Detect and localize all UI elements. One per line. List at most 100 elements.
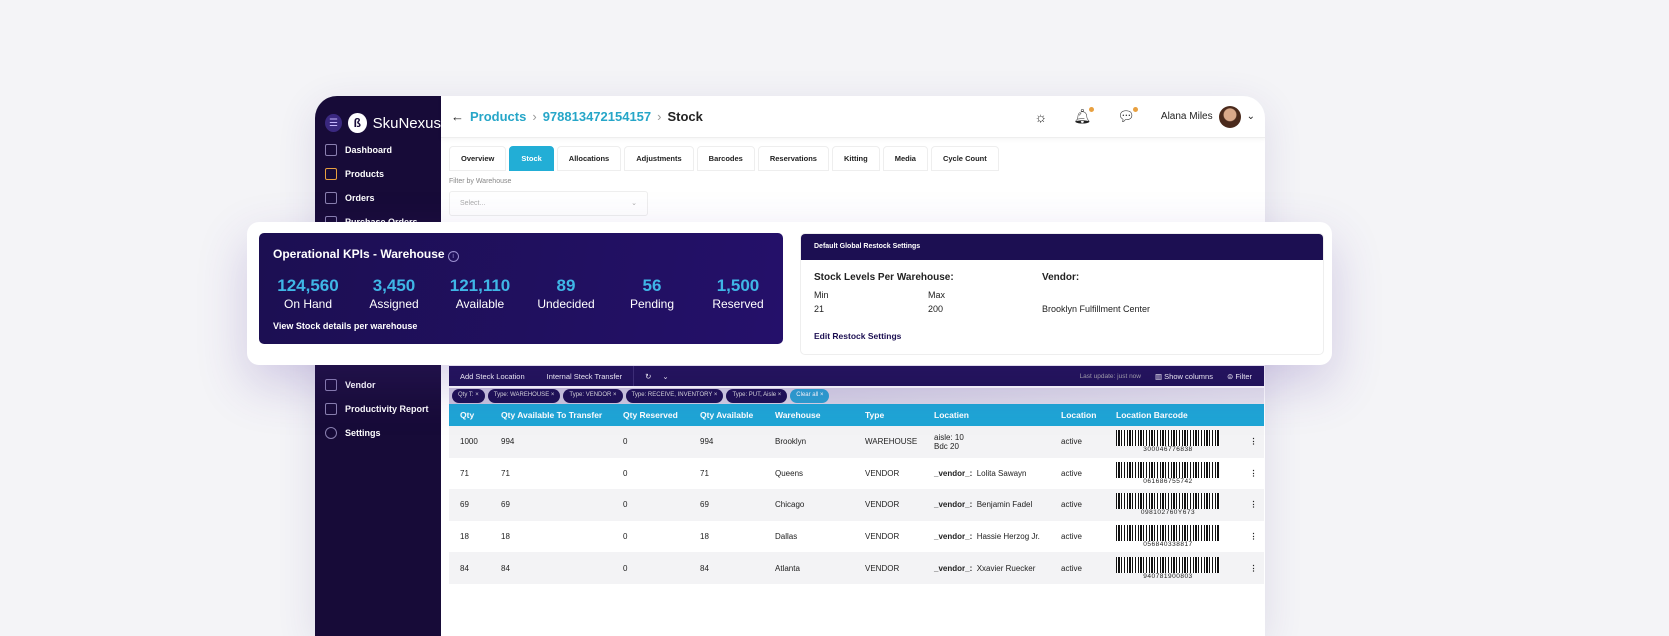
col-qty-available[interactable]: Qty Available <box>689 404 764 426</box>
min-label: Min <box>814 290 829 300</box>
cell-available: 69 <box>689 489 764 521</box>
kpi-value: 56 <box>642 276 662 295</box>
cell-reserved: 0 <box>612 457 689 490</box>
breadcrumb-current: Stock <box>667 109 703 124</box>
sidebar-item-productivity-report[interactable]: Productivity Report <box>325 403 429 415</box>
row-actions-icon[interactable]: ⋮ <box>1232 489 1264 521</box>
kpi-item: 124,560 On Hand <box>265 276 351 311</box>
info-icon[interactable]: i <box>447 251 459 262</box>
table-row[interactable]: 84 84 0 84 Atlanta VENDOR _vendor_: Xxav… <box>449 552 1264 584</box>
sidebar-item-dashboard[interactable]: Dashboard <box>325 144 392 156</box>
warehouse-select[interactable]: Select... ⌄ <box>449 191 648 216</box>
add-stock-location-button[interactable]: Add Steck Location <box>460 371 525 381</box>
tab-overview[interactable]: Overview <box>449 146 507 171</box>
location-value: Benjamin Fadel <box>976 500 1033 510</box>
cell-warehouse: Brooklyn <box>764 426 854 458</box>
barcode-image <box>1116 493 1220 510</box>
col-qty-transfer[interactable]: Qty Available To Transfer <box>490 404 612 426</box>
sun-icon[interactable]: ☼ <box>1034 108 1048 125</box>
tab-reservations[interactable]: Reservations <box>757 146 829 171</box>
breadcrumb-product-id[interactable]: 978813472154157 <box>542 109 652 124</box>
kpi-label: Undecided <box>537 297 595 311</box>
row-actions-icon[interactable]: ⋮ <box>1232 426 1264 458</box>
cell-type: VENDOR <box>854 457 923 490</box>
edit-restock-settings-link[interactable]: Edit Restock Settings <box>814 331 902 341</box>
table-row[interactable]: 71 71 0 71 Queens VENDOR _vendor_: Lolit… <box>449 457 1264 490</box>
row-actions-icon[interactable]: ⋮ <box>1232 552 1264 584</box>
kpi-item: 89 Undecided <box>523 276 609 311</box>
tab-adjustments[interactable]: Adjustments <box>624 146 694 171</box>
show-columns-button[interactable]: ▥ Show columns <box>1155 372 1213 381</box>
row-actions-icon[interactable]: ⋮ <box>1232 457 1264 490</box>
tab-media[interactable]: Media <box>882 146 928 171</box>
location-key: Bdc <box>934 441 948 451</box>
kpi-value: 3,450 <box>372 276 416 295</box>
kpi-label: Assigned <box>369 297 419 311</box>
back-arrow-icon[interactable]: ← <box>451 109 464 124</box>
kpi-value: 1,500 <box>716 276 760 295</box>
filter-chip[interactable]: Type: VENDOR × <box>563 389 623 403</box>
cell-warehouse: Chicago <box>764 489 854 521</box>
sidebar-item-settings[interactable]: Settings <box>325 427 381 439</box>
chat-icon[interactable]: 💬︎ <box>1117 107 1138 124</box>
cell-type: VENDOR <box>854 489 923 521</box>
cell-status: active <box>1050 489 1105 521</box>
cell-location: _vendor_: Xxavier Ruecker <box>923 552 1050 584</box>
cell-location: _vendor_: Hassie Herzog Jr. <box>923 520 1050 553</box>
kpi-label: Reserved <box>712 297 764 311</box>
tab-cycle-count[interactable]: Cycle Count <box>930 146 999 171</box>
internal-stock-transfer-button[interactable]: Internal Steck Transfer <box>546 371 623 381</box>
filter-chip[interactable]: Type: RECEIVE, INVENTORY × <box>625 389 724 403</box>
kpi-label: On Hand <box>283 297 333 311</box>
cell-qty: 18 <box>449 520 490 553</box>
cell-location: _vendor_: Benjamin Fadel <box>923 489 1050 521</box>
chevron-down-icon[interactable]: ⌄ <box>662 371 669 381</box>
table-row[interactable]: 18 18 0 18 Dallas VENDOR _vendor_: Hassi… <box>449 520 1264 553</box>
row-actions-icon[interactable]: ⋮ <box>1232 520 1264 553</box>
cell-barcode: 061686755742 <box>1105 457 1232 490</box>
sidebar-item-vendor[interactable]: Vendor <box>325 379 376 391</box>
table-header: Qty Qty Available To Transfer Qty Reserv… <box>449 404 1264 426</box>
kpi-item: 121,110 Available <box>437 276 523 311</box>
col-location-barcode[interactable]: Location Barcode <box>1105 404 1232 426</box>
bell-icon[interactable]: 🔔︎ <box>1073 107 1094 124</box>
box-icon <box>325 168 337 180</box>
col-location-status[interactable]: Location <box>1050 404 1105 426</box>
filter-icon: ⊜ <box>1226 371 1236 381</box>
kpi-title-text: Operational KPIs - Warehouse <box>273 247 445 261</box>
filter-chip[interactable]: Type: WAREHOUSE × <box>487 389 561 403</box>
gear-icon <box>325 427 337 439</box>
filter-button[interactable]: ⊜ Filter <box>1227 372 1252 381</box>
filter-chip[interactable]: Type: PUT, Aisle × <box>726 389 788 403</box>
sidebar-item-orders[interactable]: Orders <box>325 192 375 204</box>
col-qty-reserved[interactable]: Qty Reserved <box>612 404 689 426</box>
view-stock-details-link[interactable]: View Stock details per warehouse <box>273 321 418 331</box>
cell-qty: 69 <box>449 489 490 521</box>
tab-kitting[interactable]: Kitting <box>831 146 880 171</box>
tab-barcodes[interactable]: Barcodes <box>696 146 755 171</box>
brand-logo-icon: ß <box>347 113 367 133</box>
breadcrumb-separator: › <box>657 109 662 124</box>
location-key: _vendor_: <box>934 563 973 573</box>
col-warehouse[interactable]: Warehouse <box>764 404 854 426</box>
breadcrumb-products[interactable]: Products <box>470 109 527 124</box>
breadcrumb-separator: › <box>532 109 537 124</box>
location-value: Xxavier Ruecker <box>976 563 1036 573</box>
menu-icon[interactable]: ☰ <box>325 114 342 132</box>
filter-chip[interactable]: Qty T: × <box>452 389 485 403</box>
refresh-icon[interactable]: ↻ <box>645 371 652 381</box>
col-type[interactable]: Type <box>854 404 923 426</box>
col-location[interactable]: Locatien <box>923 404 1050 426</box>
cell-warehouse: Queens <box>764 457 854 490</box>
table-row[interactable]: 1000 994 0 994 Brooklyn WAREHOUSE aisle:… <box>449 426 1264 458</box>
user-menu[interactable]: Alana Miles ⌄ <box>1161 105 1255 128</box>
sidebar-item-products[interactable]: Products <box>325 168 384 180</box>
cell-available: 71 <box>689 457 764 490</box>
stock-levels-label: Stock Levels Per Warehouse: <box>814 272 954 283</box>
tab-allocations[interactable]: Allocations <box>556 146 622 171</box>
main-content: ← Products › 978813472154157 › Stock ☼ 🔔… <box>441 96 1265 636</box>
table-row[interactable]: 69 69 0 69 Chicago VENDOR _vendor_: Benj… <box>449 489 1264 521</box>
clear-all-chip[interactable]: Clear all × <box>790 389 830 403</box>
col-qty[interactable]: Qty <box>449 404 490 426</box>
tab-stock[interactable]: Stock <box>509 146 554 171</box>
